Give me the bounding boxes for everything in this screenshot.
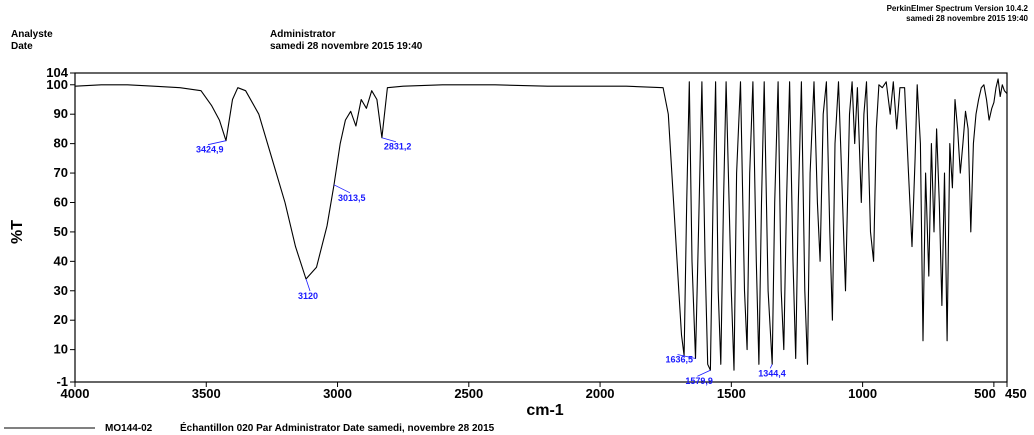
x-tick-label: 1500	[717, 386, 746, 401]
y-tick-label: 50	[54, 224, 68, 239]
y-tick-label: 30	[54, 283, 68, 298]
peak-leader-line	[381, 137, 396, 143]
date-value: samedi 28 novembre 2015 19:40	[270, 41, 423, 52]
peak-leader-line	[677, 354, 696, 359]
legend-sample-id: MO144-02	[105, 423, 153, 434]
peak-label: 3424,9	[196, 145, 224, 155]
x-tick-label: 2000	[586, 386, 615, 401]
peak-label: 1579,9	[685, 376, 713, 386]
y-tick-label: -1	[56, 374, 68, 389]
x-tick-label: 500	[974, 386, 996, 401]
y-axis-title: %T	[9, 220, 26, 244]
software-date: samedi 28 novembre 2015 19:40	[906, 14, 1028, 23]
y-tick-label: 60	[54, 194, 68, 209]
peak-leader-line	[769, 364, 773, 369]
analyst-label: Analyste	[11, 29, 53, 40]
y-tick-label: 10	[54, 342, 68, 357]
y-tick-label: 100	[46, 77, 68, 92]
peak-label: 3013,5	[338, 193, 366, 203]
date-label: Date	[11, 41, 33, 52]
y-tick-label: 104	[46, 65, 68, 80]
x-tick-label: 1000	[848, 386, 877, 401]
y-tick-label: 80	[54, 136, 68, 151]
chart-series	[74, 78, 1008, 371]
y-tick-label: 20	[54, 312, 68, 327]
plot-frame	[74, 72, 1008, 383]
x-tick-label: 3000	[323, 386, 352, 401]
peak-leader-line	[697, 369, 711, 377]
peak-leader-line	[207, 140, 227, 146]
x-tick-label: 3500	[192, 386, 221, 401]
peak-label: 2831,2	[384, 142, 412, 152]
x-tick-label: 2500	[454, 386, 483, 401]
y-tick-label: 40	[54, 253, 68, 268]
spectrum-line	[74, 78, 1008, 371]
peak-label: 1344,4	[758, 368, 786, 378]
peak-label: 3120	[298, 291, 318, 301]
peak-label: 1636,5	[666, 354, 694, 364]
software-version: PerkinElmer Spectrum Version 10.4.2	[886, 4, 1028, 13]
peak-leader-line	[333, 184, 351, 194]
x-axis-title: cm-1	[526, 402, 563, 419]
y-tick-label: 90	[54, 106, 68, 121]
peak-leader-line	[305, 278, 311, 292]
chart-axes	[74, 72, 1008, 383]
x-tick-label: 450	[1005, 386, 1027, 401]
legend-description: Échantillon 020 Par Administrator Date s…	[180, 421, 495, 434]
x-tick-label: 4000	[61, 386, 90, 401]
analyst-value: Administrator	[270, 29, 336, 40]
y-tick-label: 70	[54, 165, 68, 180]
peak-annotations: 3424,9 3120 3013,5 2831,2 1636,5 1579,9 1344,4	[196, 137, 786, 386]
